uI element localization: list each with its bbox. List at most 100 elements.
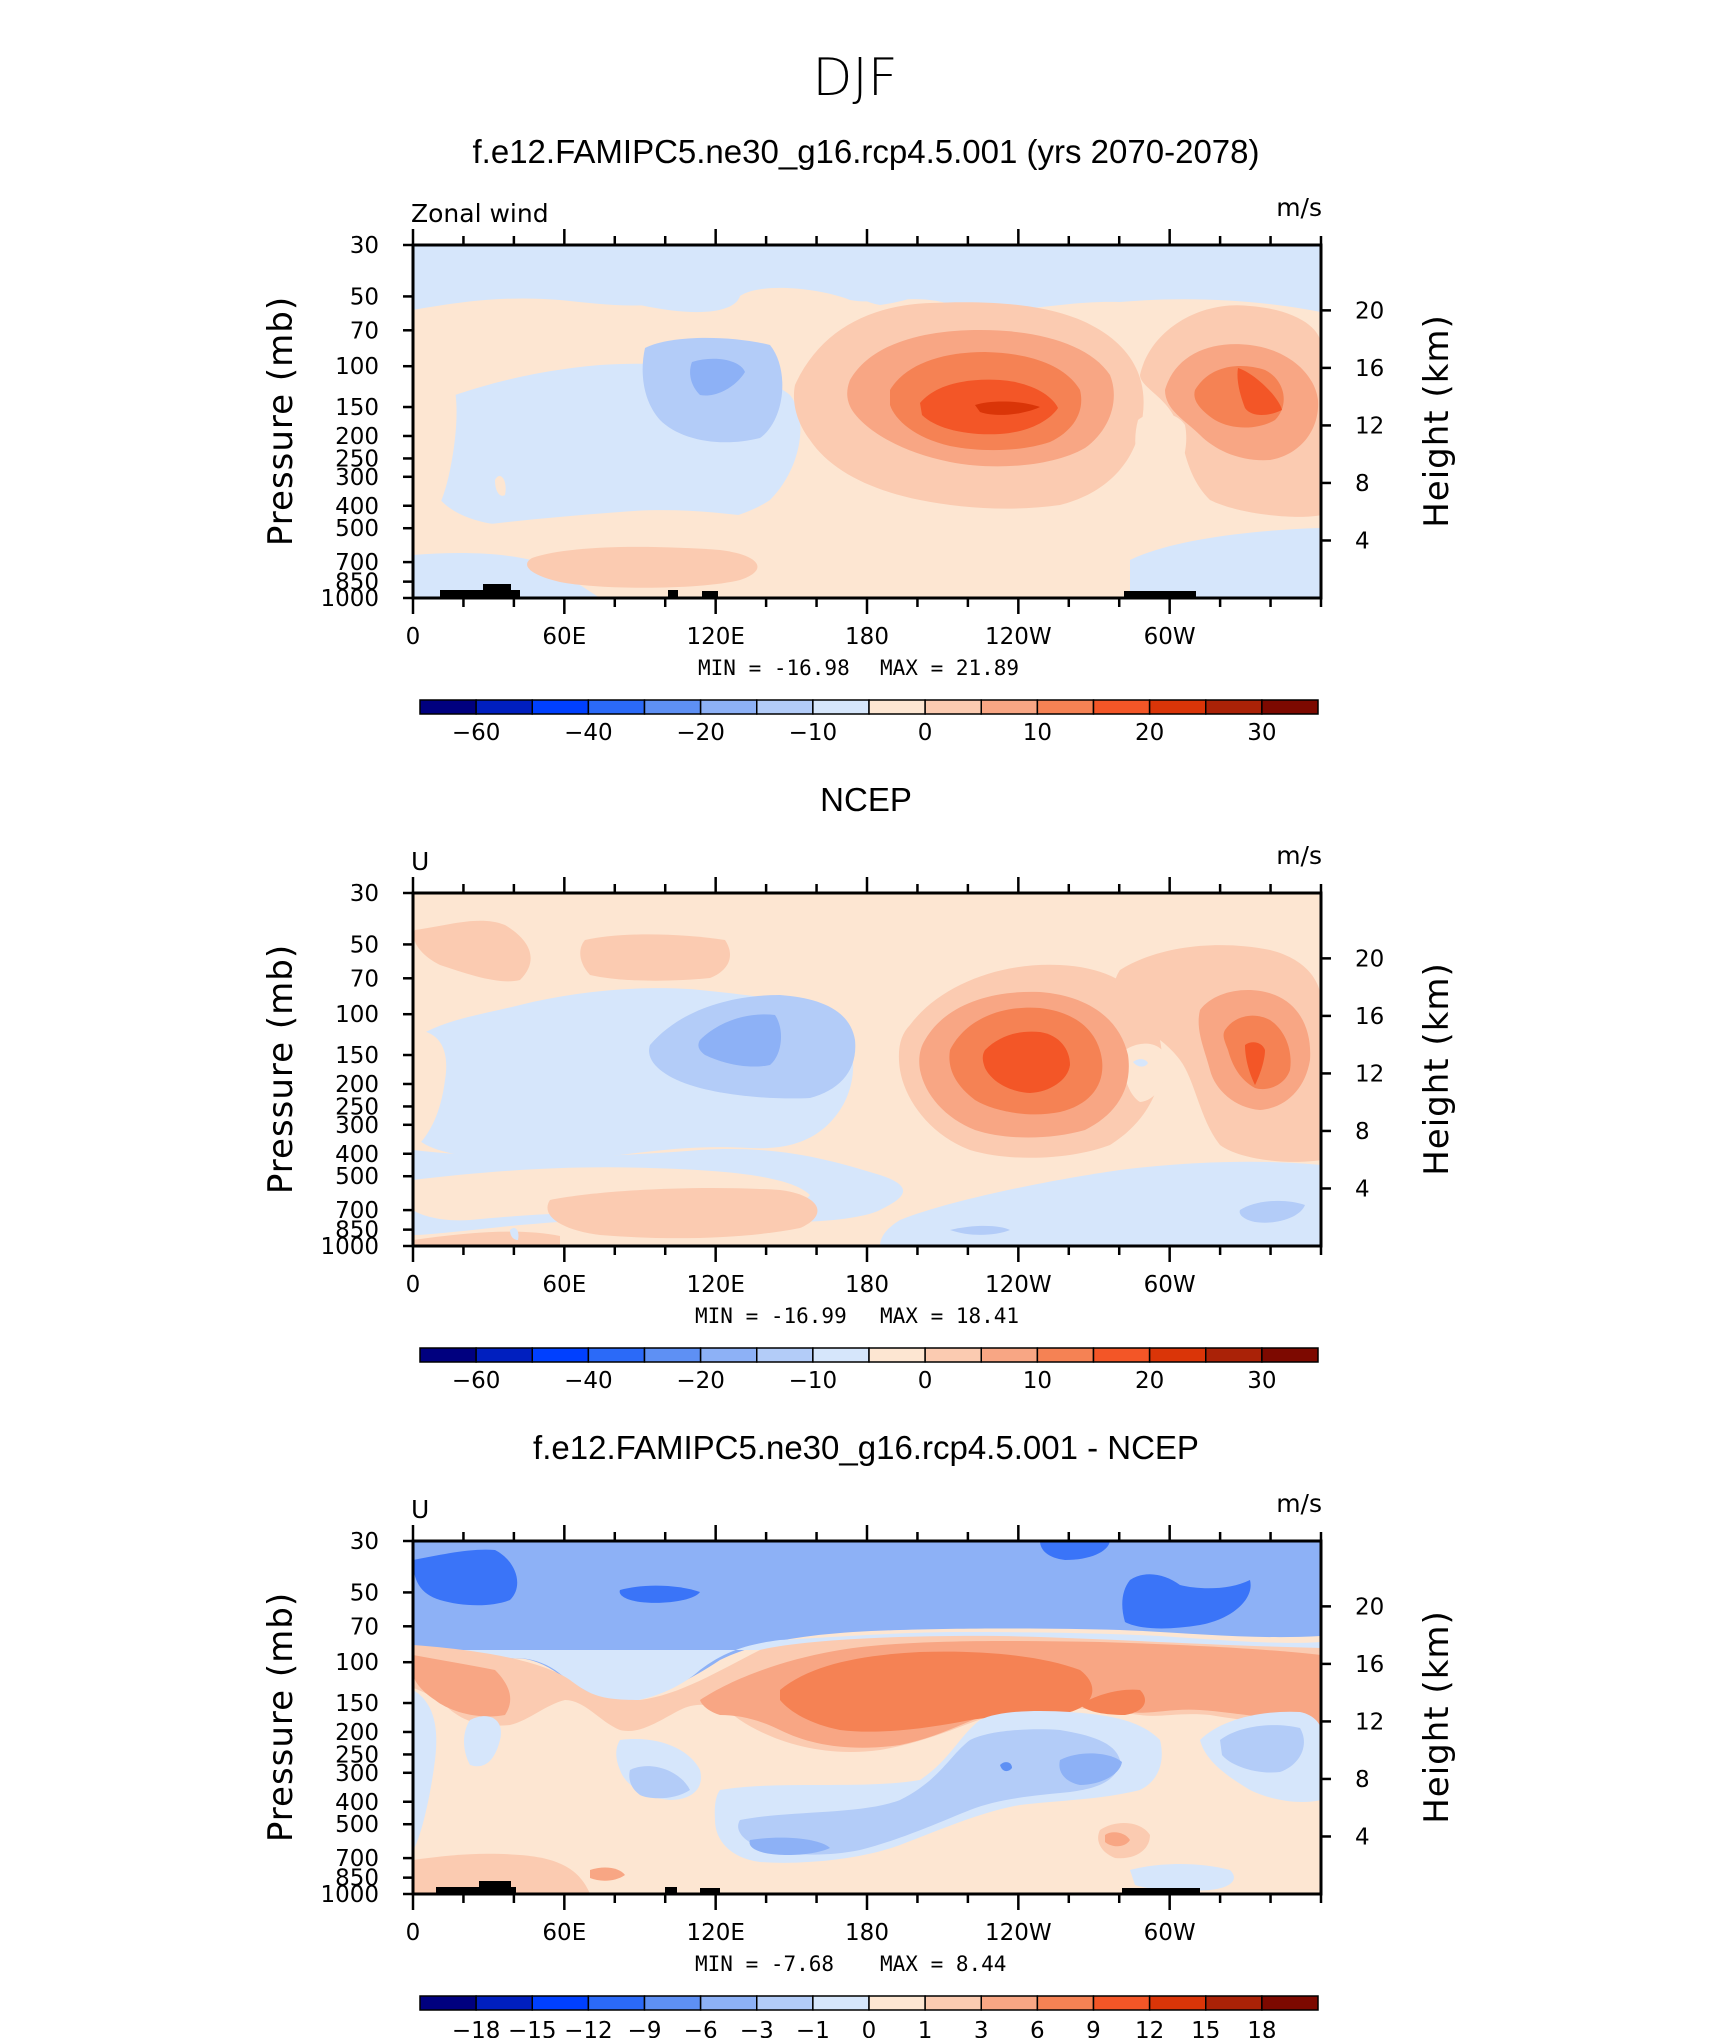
y-right-tick-label: 4 [1355,528,1370,554]
x-tick-label: 60W [1144,1920,1196,1946]
colorbar-label: −10 [789,720,838,746]
panel-title: f.e12.FAMIPC5.ne30_g16.rcp4.5.001 - NCEP [533,1429,1199,1466]
contour-jet-east-18 [1245,1042,1265,1085]
contour-small-negative [510,1228,519,1240]
colorbar-box [531,1995,590,2011]
y-tick-label: 850 [335,1218,379,1244]
y-right-tick-label: 4 [1355,1824,1370,1850]
units-label: m/s [1276,193,1322,222]
y-right-axis-title: Height (km) [1417,962,1457,1176]
figure-title: DJF [812,48,897,108]
y-right-tick-label: 20 [1355,298,1384,324]
min-label: MIN = -16.99 [695,1304,847,1328]
x-tick-label: 60W [1144,1272,1196,1298]
colorbar-box [1261,1995,1319,2011]
colorbar-box [1261,699,1319,715]
contour-jet-gap [1135,413,1187,488]
max-label: MAX = 8.44 [880,1952,1006,1976]
y-tick-label: 500 [335,1812,379,1838]
colorbar-label: 20 [1135,1368,1164,1394]
min-label: MIN = -16.98 [698,656,850,680]
colorbar-label: −60 [452,1368,501,1394]
contour-negative-small-1 [464,1716,501,1767]
x-tick-label: 180 [845,1272,889,1298]
contour-strat-negative-6-east [1122,1574,1251,1629]
colorbar-box [756,1995,814,2011]
min-label: MIN = -7.68 [695,1952,834,1976]
y-tick-label: 400 [335,494,379,520]
y-axis-title: Pressure (mb) [261,296,301,546]
y-tick-label: 1000 [320,1882,379,1908]
x-tick-label: 120E [686,624,744,650]
y-right-tick-label: 16 [1355,356,1384,382]
colorbar-label: 1 [918,2018,933,2038]
colorbar-label: −12 [564,2018,613,2038]
y-tick-label: 1000 [320,1234,379,1260]
colorbar-box [756,699,814,715]
y-axis-title: Pressure (mb) [261,944,301,1194]
x-tick-label: 60E [542,1272,586,1298]
topography-mask [436,1881,1200,1894]
x-tick-label: 180 [845,624,889,650]
contour-upper-positive-3-west [413,1655,511,1717]
y-tick-label: 150 [335,1691,379,1717]
contour-positive-low-east-inner [1105,1832,1130,1847]
y-right-tick-label: 16 [1355,1004,1384,1030]
colorbar-box [643,1995,702,2011]
contour-low-westerly [527,546,758,588]
y-tick-label: 150 [335,395,379,421]
colorbar-label: 10 [1023,720,1052,746]
colorbar-box [980,1995,1039,2011]
colorbar-box [868,699,926,715]
colorbar-box [868,1347,926,1363]
x-tick-label: 120W [985,1272,1052,1298]
y-tick-label: 100 [335,1002,379,1028]
y-right-tick-label: 20 [1355,1594,1384,1620]
colorbar-box [924,1995,982,2011]
contour-surface-negative-east [1239,1200,1305,1223]
y-tick-label: 50 [350,284,379,310]
x-tick-label: 0 [406,624,421,650]
contour-negative-lower-6-a [749,1837,830,1856]
y-right-tick-label: 12 [1355,1709,1384,1735]
panel-title: NCEP [820,781,912,818]
colorbar-box [1036,1347,1095,1363]
y-tick-label: 500 [335,1164,379,1190]
contour-stratosphere-negative [413,245,800,310]
y-tick-label: 70 [350,966,379,992]
colorbar-label: 0 [862,2018,877,2038]
x-tick-label: 60E [542,1920,586,1946]
colorbar-box [531,699,590,715]
contour-edge-positive [413,360,457,540]
colorbar-box [756,1347,814,1363]
colorbar-box [1092,1347,1151,1363]
colorbar-box [812,1347,870,1363]
colorbar-box [1205,1995,1263,2011]
y-tick-label: 850 [335,570,379,596]
contour-low-westerly [547,1188,818,1239]
topography-mask [440,584,1196,598]
y-tick-label: 850 [335,1866,379,1892]
colorbar-label: −10 [789,1368,838,1394]
contour-jet-east-20 [1237,368,1282,415]
colorbar-box [531,1347,590,1363]
x-tick-label: 120E [686,1920,744,1946]
y-right-tick-label: 20 [1355,946,1384,972]
panel-ncep: NCEP U m/s [261,781,1457,1394]
y-tick-label: 300 [335,1113,379,1139]
contour-strat-negative-6-west [413,1549,518,1606]
colorbar-box [643,699,702,715]
contour-negative-midlevel-inner [629,1766,690,1799]
colorbar-label: −60 [452,720,501,746]
contour-gap-negative [1133,1059,1148,1067]
units-label: m/s [1276,1489,1322,1518]
colorbar-box [1092,699,1151,715]
y-right-tick-label: 4 [1355,1176,1370,1202]
colorbar-label: 20 [1135,720,1164,746]
colorbar-box [699,699,758,715]
colorbar-label: 15 [1191,2018,1220,2038]
panel-model: f.e12.FAMIPC5.ne30_g16.rcp4.5.001 (yrs 2… [261,133,1457,746]
colorbar-box [587,1995,646,2011]
